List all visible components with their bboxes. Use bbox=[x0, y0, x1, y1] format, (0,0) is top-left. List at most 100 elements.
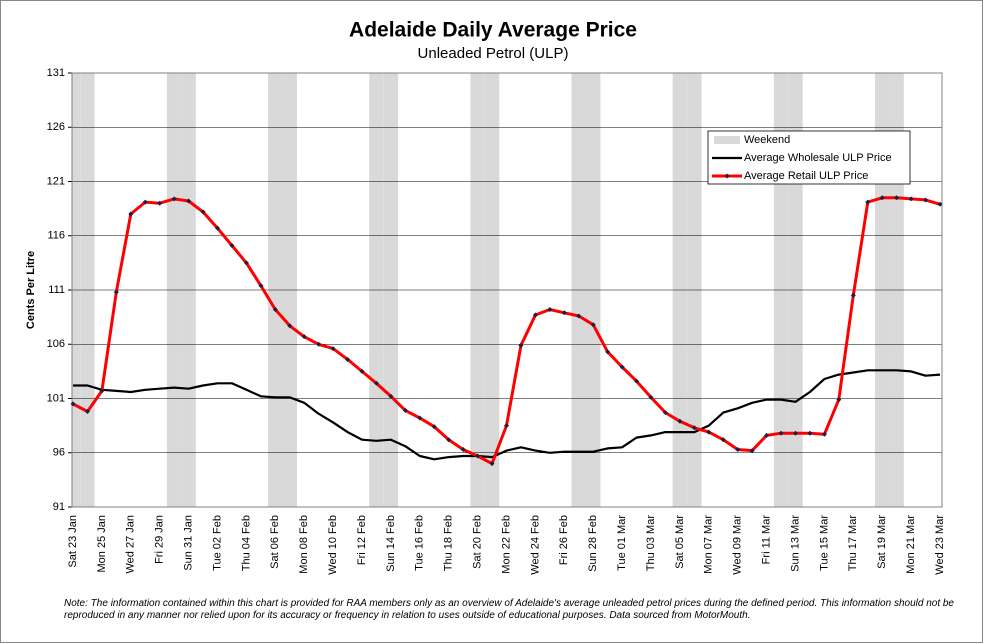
marker bbox=[865, 199, 871, 205]
marker bbox=[243, 260, 249, 266]
x-tick-label: Wed 27 Jan bbox=[125, 515, 137, 574]
x-tick-label: Fri 29 Jan bbox=[154, 515, 166, 564]
x-tick-label: Wed 24 Feb bbox=[529, 515, 541, 575]
x-tick-label: Sat 06 Feb bbox=[269, 515, 281, 569]
note-box: Note: The information contained within t… bbox=[64, 598, 954, 621]
y-tick-label: 91 bbox=[53, 501, 65, 513]
chart-subtitle: Unleaded Petrol (ULP) bbox=[418, 45, 569, 62]
marker bbox=[836, 397, 842, 403]
marker bbox=[518, 342, 524, 348]
marker bbox=[330, 346, 336, 352]
series-line bbox=[73, 369, 941, 461]
marker bbox=[749, 448, 755, 454]
x-tick-label: Fri 11 Mar bbox=[761, 515, 773, 565]
x-tick-label: Mon 07 Mar bbox=[703, 515, 715, 574]
marker bbox=[576, 313, 582, 319]
marker bbox=[373, 380, 379, 386]
marker bbox=[532, 312, 538, 318]
marker bbox=[402, 407, 408, 413]
legend-label: Weekend bbox=[744, 134, 790, 146]
x-tick-label: Tue 02 Feb bbox=[211, 515, 223, 571]
x-tick-label: Sat 23 Jan bbox=[67, 515, 79, 568]
marker bbox=[460, 446, 466, 452]
legend-swatch bbox=[714, 136, 740, 144]
marker bbox=[908, 196, 914, 202]
marker bbox=[662, 410, 668, 416]
x-tick-label: Thu 03 Mar bbox=[645, 515, 657, 572]
marker bbox=[821, 431, 827, 437]
y-tick-label: 96 bbox=[53, 447, 65, 459]
x-tick-label: Tue 01 Mar bbox=[616, 515, 628, 571]
x-tick-label: Wed 09 Mar bbox=[732, 515, 744, 575]
x-tick-label: Fri 26 Feb bbox=[558, 515, 570, 565]
x-tick-label: Mon 25 Jan bbox=[96, 515, 108, 572]
marker bbox=[113, 289, 119, 295]
legend-label: Average Wholesale ULP Price bbox=[744, 152, 892, 164]
x-tick-label: Sat 20 Feb bbox=[472, 515, 484, 569]
x-tick-label: Mon 08 Feb bbox=[298, 515, 310, 574]
marker bbox=[287, 323, 293, 329]
y-tick-label: 106 bbox=[47, 338, 65, 350]
marker bbox=[561, 310, 567, 316]
marker bbox=[128, 211, 134, 217]
marker bbox=[937, 201, 943, 207]
x-tick-label: Thu 04 Feb bbox=[240, 515, 252, 571]
marker bbox=[778, 430, 784, 436]
marker bbox=[186, 198, 192, 204]
y-tick-label: 101 bbox=[47, 392, 65, 404]
chart-title: Adelaide Daily Average Price bbox=[349, 19, 637, 42]
marker bbox=[215, 225, 220, 231]
marker bbox=[301, 334, 307, 340]
plot-border bbox=[71, 72, 943, 508]
x-tick-label: Thu 18 Feb bbox=[443, 515, 455, 571]
marker bbox=[431, 424, 437, 430]
x-tick-label: Sun 13 Mar bbox=[789, 515, 801, 572]
marker bbox=[706, 429, 712, 435]
y-axis-label: Cents Per Litre bbox=[25, 251, 37, 329]
marker bbox=[923, 197, 929, 203]
marker bbox=[677, 418, 683, 424]
marker bbox=[735, 446, 741, 452]
marker bbox=[691, 425, 697, 431]
marker bbox=[648, 394, 654, 400]
marker bbox=[850, 292, 856, 298]
y-tick-label: 126 bbox=[47, 121, 65, 133]
x-tick-label: Mon 22 Feb bbox=[500, 515, 512, 574]
marker bbox=[142, 199, 148, 205]
marker bbox=[764, 432, 770, 438]
marker bbox=[345, 356, 351, 362]
marker bbox=[807, 430, 813, 436]
x-tick-label: Sat 05 Mar bbox=[674, 515, 686, 569]
x-tick-label: Fri 12 Feb bbox=[356, 515, 368, 565]
marker bbox=[720, 437, 726, 443]
legend-label: Average Retail ULP Price bbox=[744, 170, 868, 182]
marker bbox=[894, 195, 900, 201]
x-tick-label: Mon 21 Mar bbox=[905, 515, 917, 574]
marker bbox=[489, 461, 495, 467]
marker bbox=[793, 430, 798, 436]
marker bbox=[316, 341, 322, 347]
marker bbox=[417, 415, 423, 421]
marker bbox=[157, 200, 163, 206]
x-tick-label: Sun 31 Jan bbox=[183, 515, 195, 571]
marker bbox=[229, 243, 235, 249]
x-tick-label: Wed 10 Feb bbox=[327, 515, 339, 575]
x-tick-label: Sun 28 Feb bbox=[587, 515, 599, 572]
marker bbox=[200, 209, 206, 215]
y-tick-label: 116 bbox=[47, 230, 65, 242]
marker bbox=[272, 307, 278, 313]
note: Note: The information contained within t… bbox=[64, 598, 954, 621]
y-tick-label: 121 bbox=[47, 175, 65, 187]
legend-marker bbox=[724, 173, 730, 179]
x-tick-label: Sat 19 Mar bbox=[876, 515, 888, 569]
marker bbox=[258, 283, 264, 289]
marker bbox=[547, 307, 553, 313]
marker bbox=[388, 393, 394, 399]
x-tick-label: Sun 14 Feb bbox=[385, 515, 397, 572]
marker bbox=[590, 322, 596, 328]
x-tick-label: Tue 15 Mar bbox=[818, 515, 830, 571]
marker bbox=[84, 409, 90, 415]
marker bbox=[475, 453, 481, 459]
marker bbox=[446, 437, 452, 443]
